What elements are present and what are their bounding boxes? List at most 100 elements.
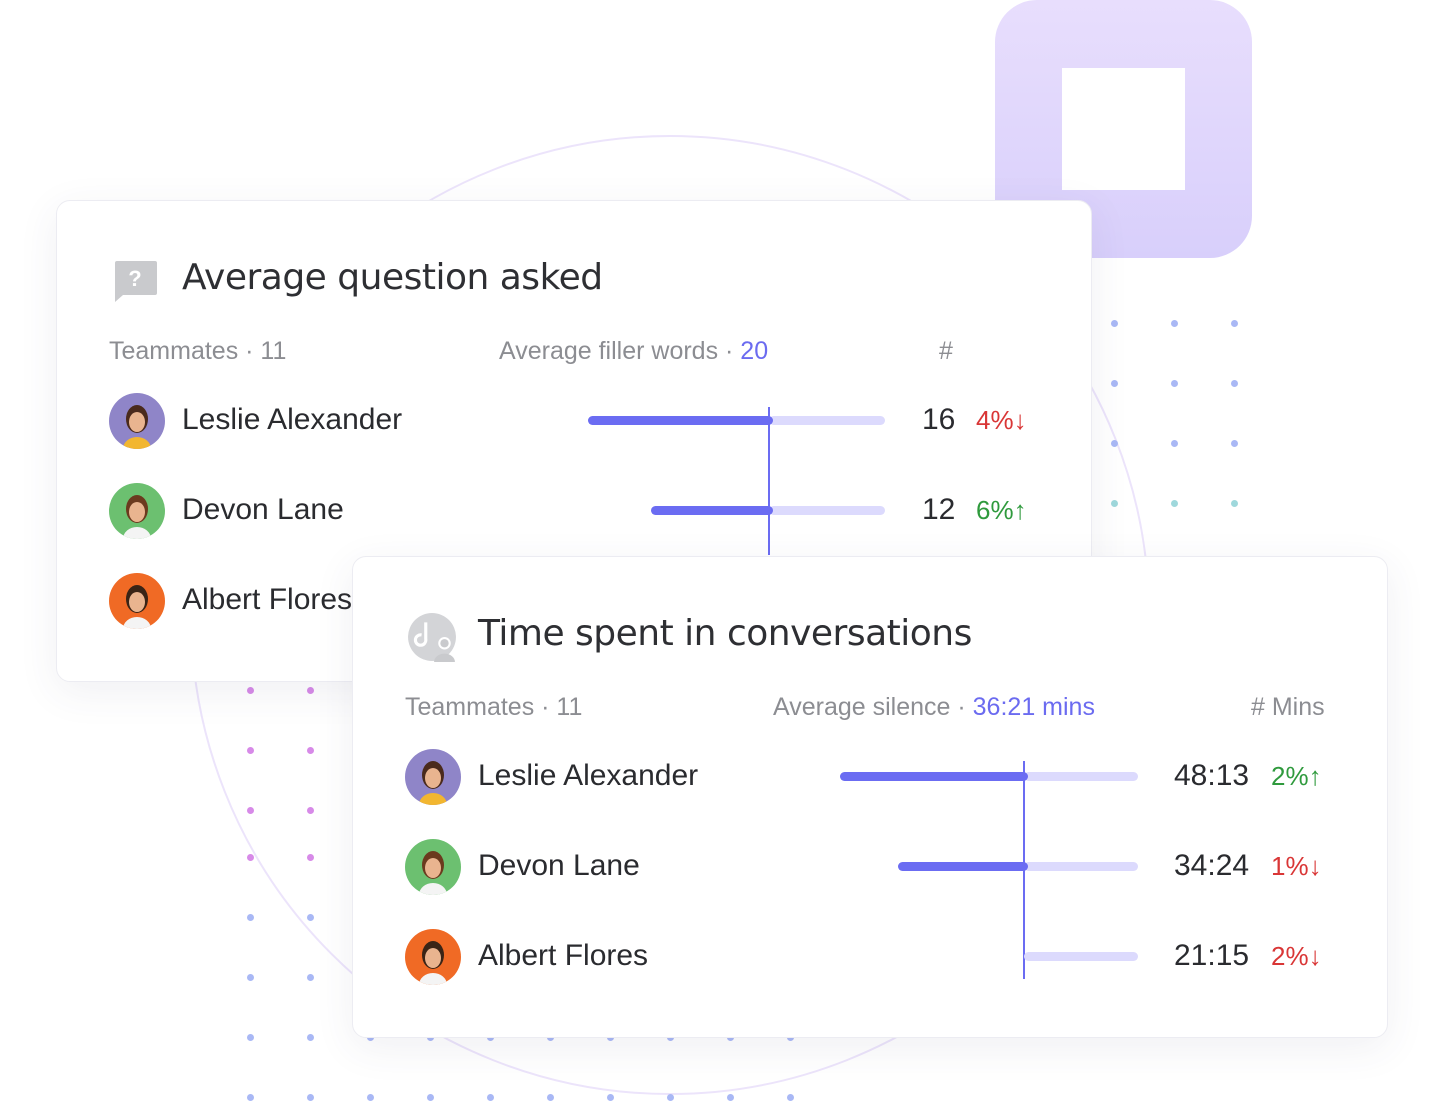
decorative-dot [247, 854, 254, 861]
decorative-dot [307, 974, 314, 981]
decorative-dot [727, 1094, 734, 1101]
decorative-dot [247, 1034, 254, 1041]
bar-fill [840, 772, 1028, 781]
decorative-dot [1171, 380, 1178, 387]
bar-track [1024, 862, 1138, 871]
decorative-dot [307, 1034, 314, 1041]
decorative-dot [247, 807, 254, 814]
average-silence: Average silence · 36:21 mins [773, 693, 1095, 722]
teammate-name: Albert Flores [182, 583, 353, 616]
decorative-dot [1111, 380, 1118, 387]
delta-percent: 6% [976, 495, 1014, 525]
avatar [405, 929, 461, 985]
card-title: Average question asked [182, 257, 603, 298]
decorative-dot [427, 1094, 434, 1101]
decorative-dot [307, 747, 314, 754]
teammate-row: Albert Flores [109, 573, 1089, 629]
decorative-dot [1171, 440, 1178, 447]
teammate-row: Leslie Alexander 16 4%↓ [109, 393, 1089, 449]
bar-track [1024, 772, 1138, 781]
bar-fill [897, 862, 1028, 871]
average-value: 36:21 mins [972, 693, 1095, 721]
conversation-person-icon [408, 613, 456, 662]
average-marker-line [768, 407, 770, 555]
column-header: # [939, 337, 953, 365]
avatar [109, 393, 165, 449]
decorative-dot [307, 914, 314, 921]
decorative-dot [247, 747, 254, 754]
teammate-name: Devon Lane [478, 849, 640, 882]
delta-percent: 2% [1271, 941, 1309, 971]
svg-text:?: ? [128, 266, 141, 291]
decorative-dot [247, 1094, 254, 1101]
avatar [405, 749, 461, 805]
average-label: Average silence · [773, 693, 973, 721]
teammates-count: Teammates · 11 [109, 337, 287, 365]
bar-fill [650, 506, 773, 515]
arrow-down-icon: ↓ [1308, 851, 1322, 881]
decorative-dot [1231, 500, 1238, 507]
teammate-name: Leslie Alexander [182, 403, 403, 436]
arrow-down-icon: ↓ [1013, 405, 1027, 435]
question-bubble-icon: ? [115, 261, 157, 302]
decorative-dot [607, 1094, 614, 1101]
decorative-dot [367, 1094, 374, 1101]
average-filler-words: Average filler words · 20 [499, 337, 768, 366]
average-label: Average filler words · [499, 337, 741, 365]
teammate-name: Albert Flores [478, 939, 649, 972]
decorative-dot [1171, 320, 1178, 327]
trend-delta: 2%↓ [1271, 941, 1322, 972]
bar-track [769, 416, 885, 425]
decorative-dot [1111, 440, 1118, 447]
bar-fill [588, 416, 773, 425]
decorative-dot [247, 974, 254, 981]
decorative-dot [787, 1094, 794, 1101]
decorative-dot [247, 687, 254, 694]
bar-track [769, 506, 885, 515]
column-header: # Mins [1251, 693, 1325, 721]
avatar [109, 573, 165, 629]
arrow-up-icon: ↑ [1013, 495, 1027, 525]
trend-delta: 6%↑ [976, 495, 1027, 526]
delta-percent: 2% [1271, 761, 1309, 791]
card-title: Time spent in conversations [478, 613, 972, 654]
delta-percent: 4% [976, 405, 1014, 435]
decorative-dot [1231, 380, 1238, 387]
metric-value: 21:15 [1174, 939, 1250, 972]
avatar [405, 839, 461, 895]
arrow-up-icon: ↑ [1308, 761, 1322, 791]
teammate-name: Devon Lane [182, 493, 344, 526]
trend-delta: 4%↓ [976, 405, 1027, 436]
avatar [109, 483, 165, 539]
decorative-dot [667, 1094, 674, 1101]
average-value: 20 [740, 337, 769, 365]
decorative-dot [307, 1094, 314, 1101]
teammate-row: Devon Lane 34:24 1%↓ [405, 839, 1385, 895]
metric-value: 16 [922, 403, 956, 436]
decorative-dot [1231, 320, 1238, 327]
trend-delta: 2%↑ [1271, 761, 1322, 792]
teammate-row: Devon Lane 12 6%↑ [109, 483, 1089, 539]
metric-value: 34:24 [1174, 849, 1250, 882]
teammate-row: Albert Flores 21:15 2%↓ [405, 929, 1385, 985]
metric-value: 12 [922, 493, 956, 526]
delta-percent: 1% [1271, 851, 1309, 881]
teammate-row: Leslie Alexander 48:13 2%↑ [405, 749, 1385, 805]
decorative-dot [1111, 500, 1118, 507]
decorative-dot [307, 854, 314, 861]
decorative-dot [1171, 500, 1178, 507]
decorative-dot [307, 807, 314, 814]
trend-delta: 1%↓ [1271, 851, 1322, 882]
decorative-dot [1231, 440, 1238, 447]
decorative-dot [487, 1094, 494, 1101]
decorative-dot [247, 914, 254, 921]
bar-track [1024, 952, 1138, 961]
time-spent-card: Time spent in conversations Teammates · … [352, 556, 1388, 1038]
decorative-dot [547, 1094, 554, 1101]
teammates-count: Teammates · 11 [405, 693, 583, 721]
arrow-down-icon: ↓ [1308, 941, 1322, 971]
metric-value: 48:13 [1174, 759, 1250, 792]
teammate-name: Leslie Alexander [478, 759, 699, 792]
decorative-dot [1111, 320, 1118, 327]
decorative-dot [307, 687, 314, 694]
